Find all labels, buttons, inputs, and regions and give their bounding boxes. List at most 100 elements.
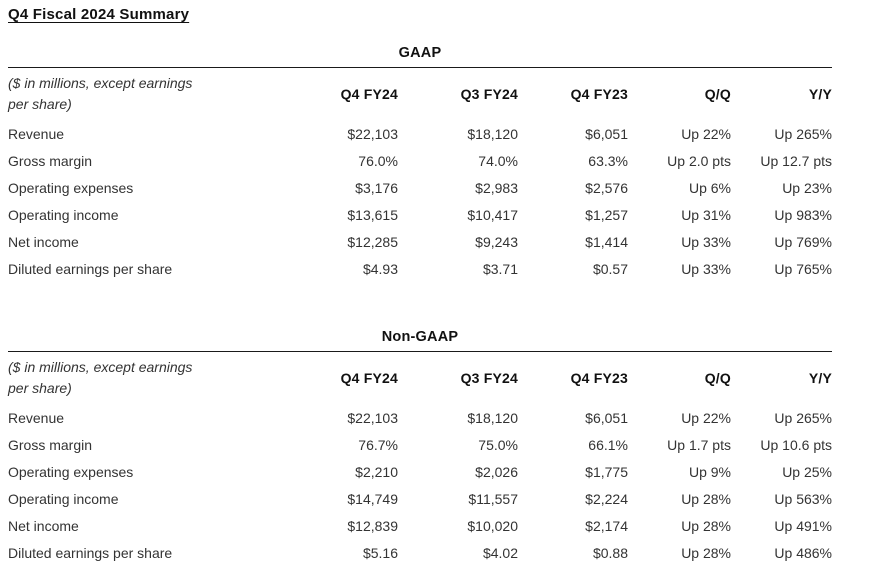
cell-q4fy24: $13,615	[347, 207, 398, 223]
cell-q4fy24: $12,839	[347, 518, 398, 534]
column-header-q3fy24: Q3 FY24	[460, 86, 518, 102]
table-note-line2: per share)	[8, 380, 72, 396]
table-row: Net income $12,839 $10,020 $2,174 Up 28%…	[8, 513, 832, 540]
table-row: Gross margin 76.7% 75.0% 66.1% Up 1.7 pt…	[8, 432, 832, 459]
cell-q4fy23: $1,775	[585, 464, 628, 480]
cell-q3fy24: 74.0%	[478, 153, 518, 169]
cell-q4fy24: 76.0%	[358, 153, 398, 169]
column-header-qq: Q/Q	[704, 370, 731, 386]
cell-q4fy23: $2,174	[585, 518, 628, 534]
cell-yy: Up 265%	[774, 126, 832, 142]
non-gaap-section: Non-GAAP ($ in millions, except earnings…	[8, 329, 832, 567]
row-label: Net income	[8, 518, 79, 534]
table-note-line2: per share)	[8, 96, 72, 112]
gaap-section: GAAP ($ in millions, except earnings per…	[8, 45, 832, 283]
cell-q3fy24: $2,026	[475, 464, 518, 480]
cell-q3fy24: $11,557	[468, 491, 518, 507]
row-label: Operating expenses	[8, 464, 134, 480]
cell-yy: Up 25%	[782, 464, 832, 480]
column-header-q4fy23: Q4 FY23	[570, 370, 628, 386]
cell-q3fy24: $3.71	[482, 261, 518, 277]
section-title-non-gaap: Non-GAAP	[381, 329, 459, 345]
cell-qq: Up 6%	[688, 180, 731, 196]
row-label: Operating expenses	[8, 180, 134, 196]
cell-qq: Up 22%	[681, 410, 731, 426]
cell-q4fy23: $2,224	[585, 491, 628, 507]
row-label: Diluted earnings per share	[8, 261, 173, 277]
column-header-yy: Y/Y	[808, 370, 832, 386]
table-row: Diluted earnings per share $4.93 $3.71 $…	[8, 256, 832, 283]
cell-yy: Up 23%	[782, 180, 832, 196]
column-header-q3fy24: Q3 FY24	[460, 370, 518, 386]
cell-qq: Up 33%	[681, 234, 731, 250]
financials-table-non-gaap: ($ in millions, except earnings per shar…	[8, 351, 832, 567]
column-header-yy: Y/Y	[808, 86, 832, 102]
table-note-line1: ($ in millions, except earnings	[8, 359, 193, 375]
cell-qq: Up 9%	[688, 464, 731, 480]
cell-q4fy23: $6,051	[585, 126, 628, 142]
table-row: Operating expenses $3,176 $2,983 $2,576 …	[8, 175, 832, 202]
table-note: ($ in millions, except earnings per shar…	[8, 352, 268, 406]
cell-yy: Up 491%	[774, 518, 832, 534]
header-row: ($ in millions, except earnings per shar…	[8, 68, 832, 122]
cell-q4fy23: $0.88	[592, 545, 628, 561]
cell-q4fy23: $6,051	[585, 410, 628, 426]
cell-qq: Up 31%	[681, 207, 731, 223]
cell-q3fy24: $18,120	[467, 410, 518, 426]
cell-qq: Up 28%	[681, 545, 731, 561]
table-row: Diluted earnings per share $5.16 $4.02 $…	[8, 540, 832, 567]
cell-qq: Up 28%	[681, 491, 731, 507]
page-title: Q4 Fiscal 2024 Summary	[8, 6, 190, 23]
row-label: Gross margin	[8, 437, 93, 453]
table-row: Operating income $13,615 $10,417 $1,257 …	[8, 202, 832, 229]
cell-qq: Up 1.7 pts	[667, 437, 731, 453]
cell-q3fy24: $4.02	[482, 545, 518, 561]
row-label: Revenue	[8, 126, 65, 142]
row-label: Diluted earnings per share	[8, 545, 173, 561]
cell-q3fy24: $10,020	[467, 518, 518, 534]
table-row: Gross margin 76.0% 74.0% 63.3% Up 2.0 pt…	[8, 148, 832, 175]
section-title-gaap: GAAP	[398, 45, 442, 61]
cell-q4fy23: $2,576	[585, 180, 628, 196]
header-row: ($ in millions, except earnings per shar…	[8, 352, 832, 406]
column-header-q4fy24: Q4 FY24	[340, 370, 398, 386]
cell-q4fy24: $5.16	[362, 545, 398, 561]
cell-yy: Up 563%	[774, 491, 832, 507]
row-label: Gross margin	[8, 153, 93, 169]
cell-yy: Up 486%	[774, 545, 832, 561]
cell-q4fy23: 66.1%	[588, 437, 628, 453]
cell-yy: Up 12.7 pts	[760, 153, 832, 169]
cell-q4fy24: $14,749	[347, 491, 398, 507]
cell-q4fy24: $22,103	[347, 410, 398, 426]
table-row: Revenue $22,103 $18,120 $6,051 Up 22% Up…	[8, 405, 832, 432]
cell-yy: Up 265%	[774, 410, 832, 426]
cell-q3fy24: $2,983	[475, 180, 518, 196]
table-row: Operating income $14,749 $11,557 $2,224 …	[8, 486, 832, 513]
cell-yy: Up 769%	[774, 234, 832, 250]
cell-q4fy24: $4.93	[362, 261, 398, 277]
cell-q4fy23: $1,257	[585, 207, 628, 223]
cell-qq: Up 2.0 pts	[667, 153, 731, 169]
cell-yy: Up 983%	[774, 207, 832, 223]
cell-qq: Up 22%	[681, 126, 731, 142]
cell-q4fy24: 76.7%	[358, 437, 398, 453]
cell-q4fy24: $2,210	[355, 464, 398, 480]
cell-q4fy24: $22,103	[347, 126, 398, 142]
table-row: Net income $12,285 $9,243 $1,414 Up 33% …	[8, 229, 832, 256]
table-note: ($ in millions, except earnings per shar…	[8, 68, 268, 122]
table-row: Revenue $22,103 $18,120 $6,051 Up 22% Up…	[8, 121, 832, 148]
table-row: Operating expenses $2,210 $2,026 $1,775 …	[8, 459, 832, 486]
cell-yy: Up 10.6 pts	[760, 437, 832, 453]
cell-q4fy24: $3,176	[355, 180, 398, 196]
column-header-q4fy23: Q4 FY23	[570, 86, 628, 102]
cell-q4fy23: $0.57	[592, 261, 628, 277]
cell-q3fy24: $9,243	[475, 234, 518, 250]
row-label: Revenue	[8, 410, 65, 426]
cell-q4fy23: 63.3%	[588, 153, 628, 169]
cell-qq: Up 28%	[681, 518, 731, 534]
column-header-q4fy24: Q4 FY24	[340, 86, 398, 102]
cell-q3fy24: 75.0%	[478, 437, 518, 453]
row-label: Operating income	[8, 207, 119, 223]
cell-qq: Up 33%	[681, 261, 731, 277]
